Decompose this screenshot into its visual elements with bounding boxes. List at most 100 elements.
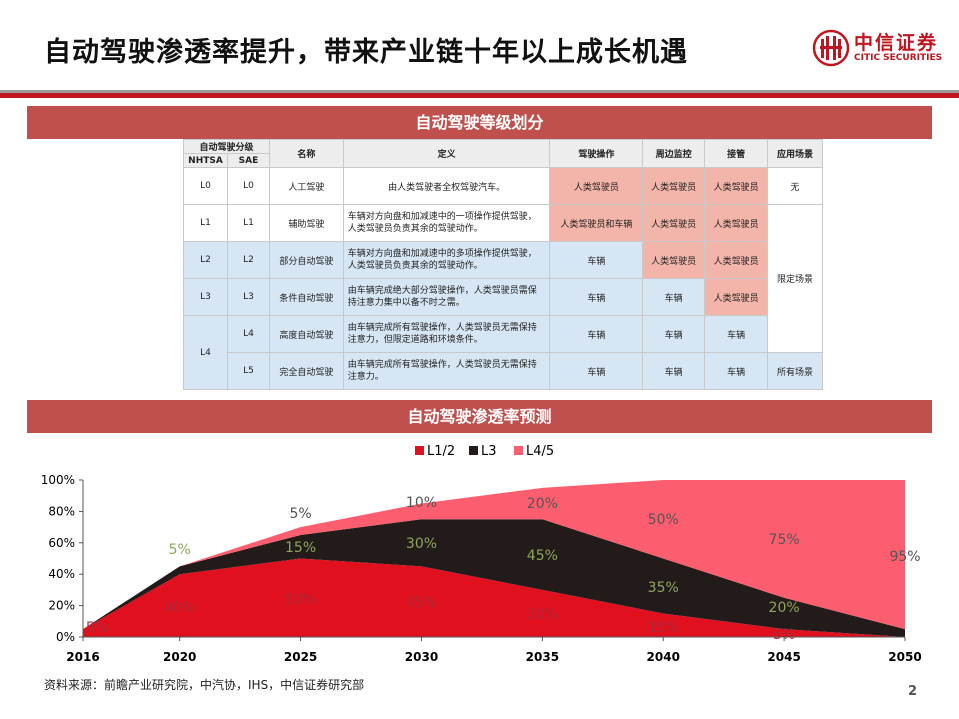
y-tick-label: 100% [41, 473, 75, 487]
logo-text-cn: 中信证券 [854, 32, 939, 54]
cell-nhtsa: L1 [183, 204, 228, 242]
data-label: 95% [889, 549, 920, 565]
data-label: 5% [169, 542, 191, 558]
y-tick-label: 0% [56, 630, 75, 644]
citic-logo: 中信证券 CITIC SECURITIES [812, 26, 952, 70]
data-label: 5% [289, 506, 311, 522]
x-tick-label: 2030 [405, 650, 438, 664]
data-label: 45% [406, 595, 437, 611]
header-nhtsa: NHTSA [183, 153, 228, 168]
cell-nhtsa: L2 [183, 241, 228, 279]
cell-sae: L3 [226, 278, 270, 316]
cell-sae: L5 [226, 352, 270, 390]
cell-scenario-none: 无 [767, 167, 823, 205]
slide-title: 自动驾驶渗透率提升，带来产业链十年以上成长机遇 [44, 37, 688, 68]
logo-text-en: CITIC SECURITIES [854, 53, 943, 63]
cell-name: 条件自动驾驶 [268, 278, 344, 316]
data-label: 45% [527, 548, 558, 564]
y-tick-label: 60% [48, 536, 75, 550]
area-series-L3 [83, 519, 905, 637]
legend-label: L1/2 [427, 444, 455, 459]
data-label: 30% [527, 607, 558, 623]
cell-monitoring: 车辆 [642, 278, 706, 316]
table-row: L5 完全自动驾驶 由车辆完成所有驾驶操作，人类驾驶员无需保持注意力。 车辆 车… [184, 352, 823, 390]
data-label: 75% [769, 532, 800, 548]
x-tick-label: 2025 [284, 650, 317, 664]
table-header-row-1: 自动驾驶分级 名称 定义 驾驶操作 周边监控 接管 应用场景 [183, 139, 823, 168]
y-tick-label: 80% [48, 504, 75, 518]
penetration-area-chart: 0% 20% 40% 60% 80% 100% 2016 2020 2025 2030 2035 20… [41, 473, 922, 664]
data-label: 10% [406, 495, 437, 511]
cell-name: 完全自动驾驶 [268, 352, 344, 390]
cell-name: 人工驾驶 [268, 167, 344, 205]
cell-name: 高度自动驾驶 [268, 315, 344, 353]
cell-monitoring: 人类驾驶员 [642, 204, 706, 242]
cell-monitoring: 人类驾驶员 [642, 241, 706, 279]
legend-label: L4/5 [526, 444, 554, 459]
table-row: L1 L1 辅助驾驶 车辆对方向盘和加减速中的一项操作提供驾驶，人类驾驶员负责其… [183, 204, 823, 353]
header-divider-gray [0, 90, 959, 93]
table-row: L3 L3 条件自动驾驶 由车辆完成绝大部分驾驶操作，人类驾驶员需保持注意力集中… [183, 278, 823, 316]
table-row: L4 L4 高度自动驾驶 由车辆完成所有驾驶操作，人类驾驶员无需保持注意力，但限… [183, 315, 823, 390]
cell-sae: L1 [226, 204, 270, 242]
x-tick-label: 2016 [66, 650, 99, 664]
cell-monitoring: 人类驾驶员 [642, 167, 706, 205]
cell-operation: 车辆 [549, 278, 644, 316]
slide-header: 自动驾驶渗透率提升，带来产业链十年以上成长机遇 中信证券 CITIC SECUR… [0, 0, 959, 90]
cell-definition: 由车辆完成所有驾驶操作，人类驾驶员无需保持注意力。 [342, 352, 551, 390]
cell-definition: 由人类驾驶者全权驾驶汽车。 [342, 167, 551, 205]
data-label: 35% [648, 580, 679, 596]
header-monitoring: 周边监控 [642, 139, 706, 168]
data-label: 50% [648, 512, 679, 528]
cell-definition: 车辆对方向盘和加减速中的一项操作提供驾驶，人类驾驶员负责其余的驾驶动作。 [342, 204, 551, 242]
legend-label: L3 [481, 444, 497, 459]
cell-name: 辅助驾驶 [268, 204, 344, 242]
section-title-levels: 自动驾驶等级划分 [27, 106, 932, 139]
autonomy-level-table: 自动驾驶分级 名称 定义 驾驶操作 周边监控 接管 应用场景 NHTSA SAE… [183, 139, 823, 390]
data-label: 5% [86, 620, 108, 636]
cell-sae: L0 [226, 167, 270, 205]
header-level-group: 自动驾驶分级 [183, 139, 270, 154]
x-tick-label: 2045 [767, 650, 800, 664]
x-tick-label: 2040 [647, 650, 680, 664]
cell-operation: 车辆 [549, 352, 644, 390]
x-tick-label: 2035 [526, 650, 559, 664]
data-label: 50% [285, 592, 316, 608]
cell-operation: 人类驾驶员和车辆 [549, 204, 644, 242]
cell-sae: L4 [226, 315, 270, 353]
cell-scenario-limited: 限定场景 [767, 204, 823, 353]
data-label: 20% [769, 600, 800, 616]
cell-definition: 由车辆完成绝大部分驾驶操作，人类驾驶员需保持注意力集中以备不时之需。 [342, 278, 551, 316]
area-series-L1-2 [83, 558, 905, 637]
cell-takeover: 人类驾驶员 [704, 241, 769, 279]
data-label: 15% [648, 620, 679, 636]
table-row: L0 L0 人工驾驶 由人类驾驶者全权驾驶汽车。 人类驾驶员 人类驾驶员 人类驾… [183, 167, 823, 205]
x-tick-label: 2020 [163, 650, 196, 664]
cell-operation: 车辆 [549, 315, 644, 353]
data-label: 30% [406, 536, 437, 552]
x-tick-label: 2050 [888, 650, 921, 664]
header-definition: 定义 [342, 139, 551, 168]
area-series-L4-5 [83, 480, 905, 630]
cell-sae: L2 [226, 241, 270, 279]
data-label: 15% [285, 540, 316, 556]
cell-takeover: 人类驾驶员 [704, 167, 769, 205]
legend-swatch [514, 446, 523, 455]
source-note: 资料来源：前瞻产业研究院，中汽协，IHS，中信证券研究部 [44, 678, 365, 692]
cell-monitoring: 车辆 [642, 315, 706, 353]
table-row: L2 L2 部分自动驾驶 车辆对方向盘和加减速中的多项操作提供驾驶，人类驾驶员负… [183, 241, 823, 279]
data-label: 40% [164, 600, 195, 616]
header-scenario: 应用场景 [767, 139, 823, 168]
cell-nhtsa: L0 [183, 167, 228, 205]
legend-swatch [415, 446, 424, 455]
section-title-penetration: 自动驾驶渗透率预测 [27, 400, 932, 433]
cell-takeover: 人类驾驶员 [704, 278, 769, 316]
header-name: 名称 [268, 139, 344, 168]
chart-legend: L1/2 L3 L4/5 [415, 444, 554, 459]
cell-name: 部分自动驾驶 [268, 241, 344, 279]
data-label: 20% [527, 496, 558, 512]
cell-scenario-all: 所有场景 [767, 352, 823, 390]
cell-nhtsa: L3 [183, 278, 228, 316]
header-operation: 驾驶操作 [549, 139, 644, 168]
legend-swatch [469, 446, 478, 455]
